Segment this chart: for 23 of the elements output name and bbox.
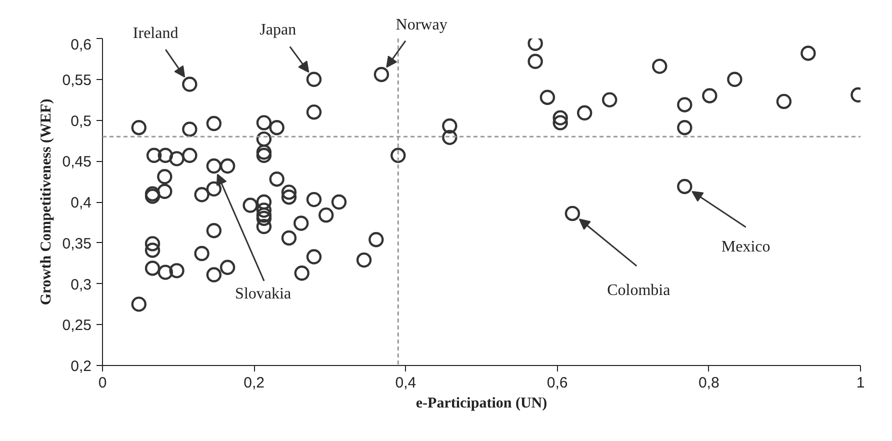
x-tick-label: 0,8 xyxy=(698,374,720,392)
y-tick-label: 0,6 xyxy=(70,36,92,54)
x-tick-label: 0,4 xyxy=(395,374,416,392)
y-tick-label: 0,35 xyxy=(62,235,92,252)
x-axis-title: e-Participation (UN) xyxy=(416,396,548,412)
annotation: Japan xyxy=(260,21,296,38)
annotation: Slovakia xyxy=(235,285,292,302)
y-tick-label: 0,2 xyxy=(70,358,92,375)
x-tick-label: 0,6 xyxy=(546,374,568,392)
y-tick-label: 0,4 xyxy=(70,194,92,212)
y-tick-label: 0,55 xyxy=(62,72,92,89)
y-tick-label: 0,25 xyxy=(62,317,92,334)
y-tick-label: 0,3 xyxy=(70,276,92,294)
annotation: Norway xyxy=(396,16,448,34)
y-axis-title: Growth Competitiveness (WEF) xyxy=(38,98,54,306)
x-tick-label: 0,2 xyxy=(244,374,265,392)
annotation: Mexico xyxy=(721,238,770,256)
x-tick-label: 0 xyxy=(98,374,107,392)
y-tick-label: 0,45 xyxy=(62,154,92,171)
annotation: Colombia xyxy=(607,282,670,300)
y-tick-label: 0,5 xyxy=(70,112,92,130)
annotation: Ireland xyxy=(132,25,178,42)
x-tick-label: 1 xyxy=(856,374,865,392)
